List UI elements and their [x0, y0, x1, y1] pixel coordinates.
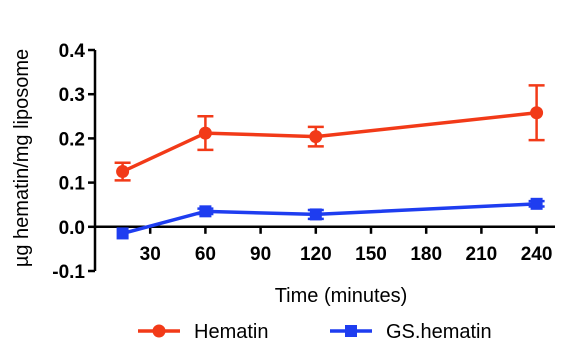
data-point [530, 106, 544, 120]
legend: Hematin GS.hematin [138, 321, 492, 343]
legend-marker [152, 324, 166, 338]
x-tick-label: 30 [140, 244, 161, 265]
x-tick-label: 210 [466, 244, 498, 265]
y-tick-label: 0.4 [59, 41, 86, 62]
data-point [309, 130, 323, 144]
series-gs-hematin [116, 197, 545, 240]
data-point [199, 205, 212, 218]
series-hematin [114, 84, 545, 182]
legend-label: GS.hematin [386, 321, 492, 343]
legend-item: GS.hematin [330, 321, 492, 343]
data-point [116, 165, 130, 179]
series-line [121, 111, 537, 174]
axes [93, 50, 555, 271]
data-point [530, 197, 543, 210]
x-tick-label: 120 [300, 244, 332, 265]
y-tick-label: -0.1 [52, 262, 85, 283]
x-tick-label: 90 [250, 244, 271, 265]
ticks: -0.1 0.0 0.1 0.2 0.3 0.4 30 60 90 120 150 180 210 240 [52, 41, 552, 283]
y-tick-label: 0.3 [59, 85, 85, 106]
x-tick-label: 150 [355, 244, 387, 265]
x-tick-label: 180 [410, 244, 442, 265]
y-axis-label: µg hematin/mg liposome [11, 49, 33, 267]
y-tick-label: 0.2 [59, 129, 85, 150]
series-line [122, 202, 537, 236]
legend-item: Hematin [138, 321, 268, 343]
legend-marker [345, 325, 357, 337]
data-point [198, 126, 212, 140]
series-layer [114, 84, 545, 240]
legend-label: Hematin [194, 321, 268, 343]
x-tick-label: 240 [521, 244, 553, 265]
y-tick-label: 0.0 [59, 218, 85, 239]
data-point [309, 208, 322, 221]
y-tick-label: 0.1 [59, 174, 86, 195]
data-point [116, 227, 129, 240]
x-tick-label: 60 [195, 244, 216, 265]
x-axis-label: Time (minutes) [275, 285, 408, 307]
